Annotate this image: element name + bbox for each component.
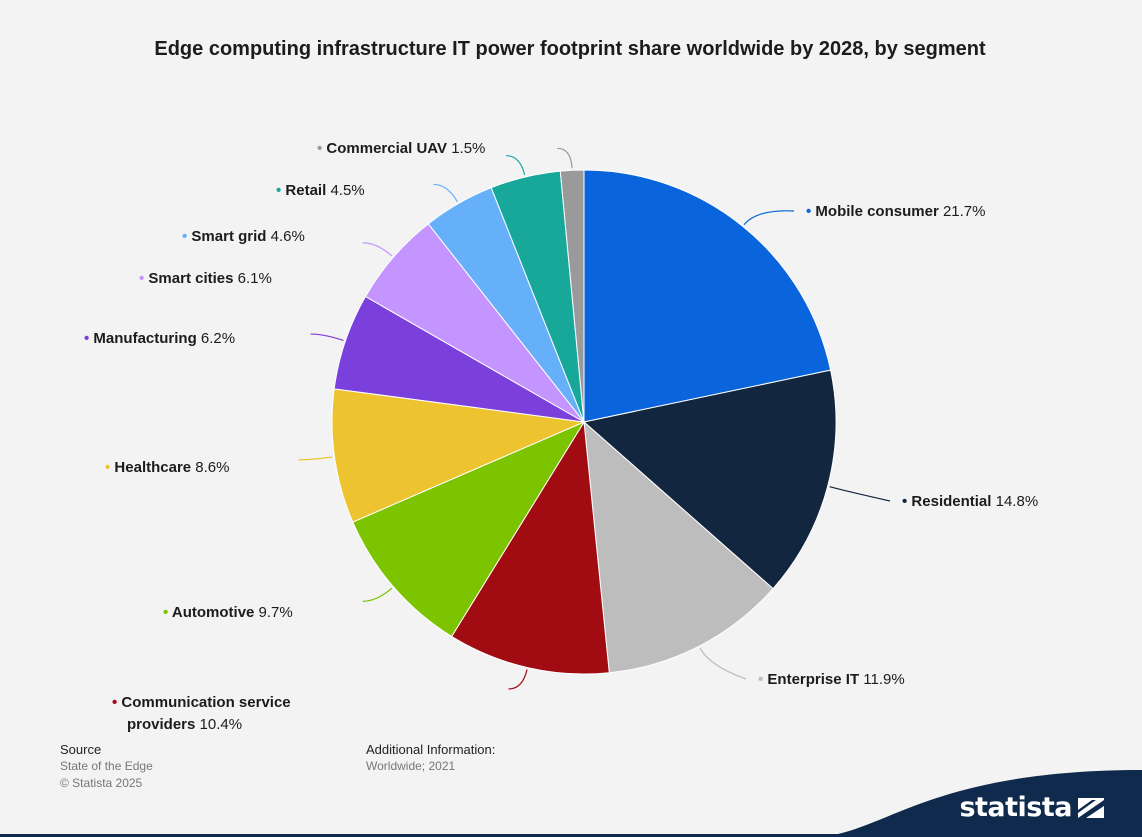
slice-label: • Smart grid 4.6% <box>182 228 305 245</box>
slice-label-value: 11.9% <box>863 671 904 688</box>
statista-brand[interactable]: statista <box>812 762 1142 837</box>
leader-line <box>743 210 795 226</box>
slice-label: • Mobile consumer 21.7% <box>806 203 986 220</box>
legend-bullet: • <box>163 604 172 621</box>
legend-bullet: • <box>317 140 326 157</box>
slice-label-name: Automotive <box>172 604 259 621</box>
pie-slice-automotive[interactable] <box>352 420 586 638</box>
leader-lines <box>298 147 891 690</box>
legend-bullet: • <box>105 459 114 476</box>
slice-label-name: Smart grid <box>191 228 270 245</box>
brand-name: statista <box>959 792 1072 823</box>
legend-bullet: • <box>806 203 815 220</box>
legend-bullet: • <box>182 228 191 245</box>
slice-label: • Commercial UAV 1.5% <box>317 140 485 157</box>
leader-line <box>362 242 393 257</box>
slice-label-value: 21.7% <box>943 203 986 220</box>
slice-label-name: Mobile consumer <box>815 203 943 220</box>
slice-label: • Communication service providers 10.4% <box>112 694 291 733</box>
slice-label-value: 8.6% <box>195 459 229 476</box>
pie-slice-communication-service-providers[interactable] <box>450 420 610 675</box>
leader-line <box>362 587 393 602</box>
legend-bullet: • <box>758 671 767 688</box>
slice-label: • Enterprise IT 11.9% <box>758 671 905 688</box>
legend-bullet: • <box>902 493 911 510</box>
leader-line <box>310 333 344 342</box>
leader-line <box>829 486 891 502</box>
slice-label: • Healthcare 8.6% <box>105 459 230 476</box>
slice-labels: • Mobile consumer 21.7%• Residential 14.… <box>84 140 1038 733</box>
slice-label-value: 4.6% <box>271 228 305 245</box>
leader-line <box>699 647 747 680</box>
pie-slice-commercial-uav[interactable] <box>559 169 585 423</box>
pie-slice-enterprise-it[interactable] <box>583 420 774 674</box>
leader-line <box>298 456 333 461</box>
pie-slice-healthcare[interactable] <box>331 388 586 523</box>
source-heading: Source <box>60 742 102 757</box>
slice-label-value: 6.1% <box>238 270 272 287</box>
leader-line <box>506 154 526 176</box>
pie-slice-residential[interactable] <box>582 369 837 590</box>
legend-bullet: • <box>84 330 93 347</box>
info-block: Additional Information: Worldwide; 2021 <box>366 741 495 775</box>
slice-label: • Automotive 9.7% <box>163 604 293 621</box>
slice-label-value: 4.5% <box>330 182 364 199</box>
slice-label-value: 6.2% <box>201 330 235 347</box>
legend-bullet: • <box>276 182 285 199</box>
slice-label-name: Manufacturing <box>93 330 201 347</box>
info-line: Worldwide; 2021 <box>366 759 456 773</box>
slice-label-name: Communication service <box>121 694 290 711</box>
chart-title: Edge computing infrastructure IT power f… <box>154 38 986 60</box>
leader-line <box>433 183 458 203</box>
slice-label: • Residential 14.8% <box>902 493 1038 510</box>
info-heading: Additional Information: <box>366 742 496 757</box>
bottom-rule <box>0 834 1142 837</box>
slice-label-name: Enterprise IT <box>767 671 863 688</box>
source-block: Source State of the Edge © Statista 2025 <box>60 741 153 792</box>
legend-bullet: • <box>112 694 121 711</box>
statista-logo-icon <box>1078 798 1104 818</box>
slice-label-name: Retail <box>285 182 330 199</box>
source-line: State of the Edge <box>60 759 153 773</box>
source-line: © Statista 2025 <box>60 776 143 790</box>
slice-label: • Manufacturing 6.2% <box>84 330 235 347</box>
slice-label: • Smart cities 6.1% <box>139 270 272 287</box>
slice-label: • Retail 4.5% <box>276 182 365 199</box>
leader-line <box>557 147 573 169</box>
slice-label-name: Residential <box>911 493 995 510</box>
slice-label-value: 10.4% <box>200 716 243 733</box>
slice-label-name: providers <box>127 716 200 733</box>
legend-bullet: • <box>139 270 148 287</box>
slice-label-name: Healthcare <box>114 459 195 476</box>
pie-slice-mobile-consumer[interactable] <box>583 169 832 423</box>
slice-label-value: 1.5% <box>451 140 485 157</box>
brand-wave <box>812 770 1142 837</box>
slice-label-value: 14.8% <box>996 493 1039 510</box>
slice-label-value: 9.7% <box>259 604 293 621</box>
leader-line <box>508 669 528 690</box>
slice-label-name: Commercial UAV <box>326 140 451 157</box>
slice-label-name: Smart cities <box>148 270 237 287</box>
pie-slices <box>331 169 837 675</box>
